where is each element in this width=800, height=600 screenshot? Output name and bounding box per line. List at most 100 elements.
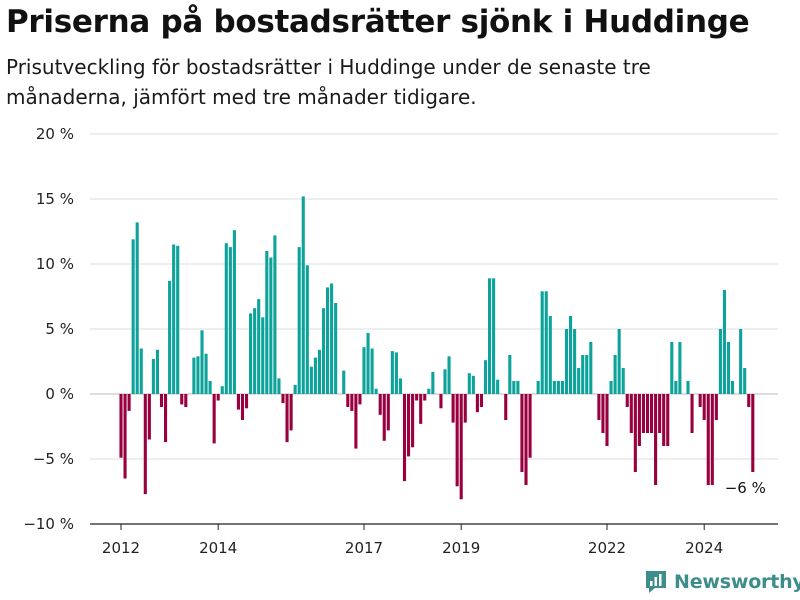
bar [245,394,249,409]
bar [411,394,415,448]
bar [544,291,548,394]
bar [455,394,459,487]
bar [159,394,164,407]
bar [216,394,220,401]
bar [577,368,581,394]
bar [496,379,500,394]
bar [569,316,573,394]
bar [625,394,629,407]
bar [407,394,411,457]
bar [212,394,216,444]
y-tick-label: −5 % [33,450,74,468]
bar [492,278,496,394]
brand-logo: Newsworthy [644,569,800,595]
bar [176,245,180,394]
y-tick-label: −10 % [23,515,74,533]
bar [358,394,362,405]
bar [265,251,269,394]
bar [269,257,273,394]
bar [459,394,463,500]
bar [224,243,228,394]
y-axis-labels: 20 % 15 % 10 % 5 % 0 % −5 % −10 % [23,125,74,533]
bar [739,329,743,394]
bar [261,317,265,394]
bar [390,351,394,394]
bar [257,299,261,394]
bar [378,394,382,415]
bar [564,329,569,394]
bar [281,394,285,404]
bar [605,394,609,446]
bar [581,355,585,394]
bar [184,394,188,407]
bar [731,381,735,394]
bar [168,280,172,394]
bar [326,287,330,394]
bar [702,394,706,420]
gridlines [90,133,778,460]
bar [662,394,666,446]
bar [155,349,159,394]
x-tick-label: 2012 [102,539,140,557]
bar [232,230,236,394]
bar [394,352,398,394]
bar [208,381,212,394]
bar [317,349,321,394]
bar [200,330,204,394]
bar [637,394,641,446]
bar [204,353,208,394]
bar [710,394,714,485]
brand-name: Newsworthy [674,571,800,593]
bar [362,347,366,394]
y-tick-label: 0 % [45,385,74,403]
bar [443,369,447,394]
bar [382,394,386,441]
bar [301,196,305,394]
bar [686,381,690,394]
bar [139,348,143,394]
bar [196,356,200,394]
y-tick-label: 15 % [36,190,74,208]
x-tick-label: 2019 [442,539,480,557]
newsworthy-logo-icon [646,571,666,593]
bar [451,394,455,423]
bar [573,329,577,394]
bar [431,371,435,394]
bar [722,290,726,394]
bar [536,381,540,394]
bar [548,316,552,394]
bar [641,394,645,433]
bar [751,394,755,472]
bar [447,356,451,394]
bar [597,394,601,420]
bar [350,394,354,411]
bar [589,342,593,394]
bar [164,394,168,443]
bar [690,394,694,433]
bar [540,291,544,394]
bar [488,278,492,394]
bar [512,381,516,394]
bar [658,394,662,433]
bar [718,329,722,394]
bar [342,370,346,394]
bar [127,394,131,411]
bar [609,381,613,394]
bar [427,388,431,394]
bar [520,394,524,472]
bars [119,196,755,500]
bar [629,394,633,433]
bar [678,342,682,394]
bar [147,394,151,440]
bar [617,329,621,394]
bar [330,283,334,394]
bar [386,394,390,431]
bar [249,313,253,394]
bar [552,381,556,394]
bar [560,381,564,394]
bar [309,366,313,394]
chart-title: Priserna på bostadsrätter sjönk i Huddin… [6,4,750,40]
bar [601,394,605,433]
bar [524,394,528,485]
